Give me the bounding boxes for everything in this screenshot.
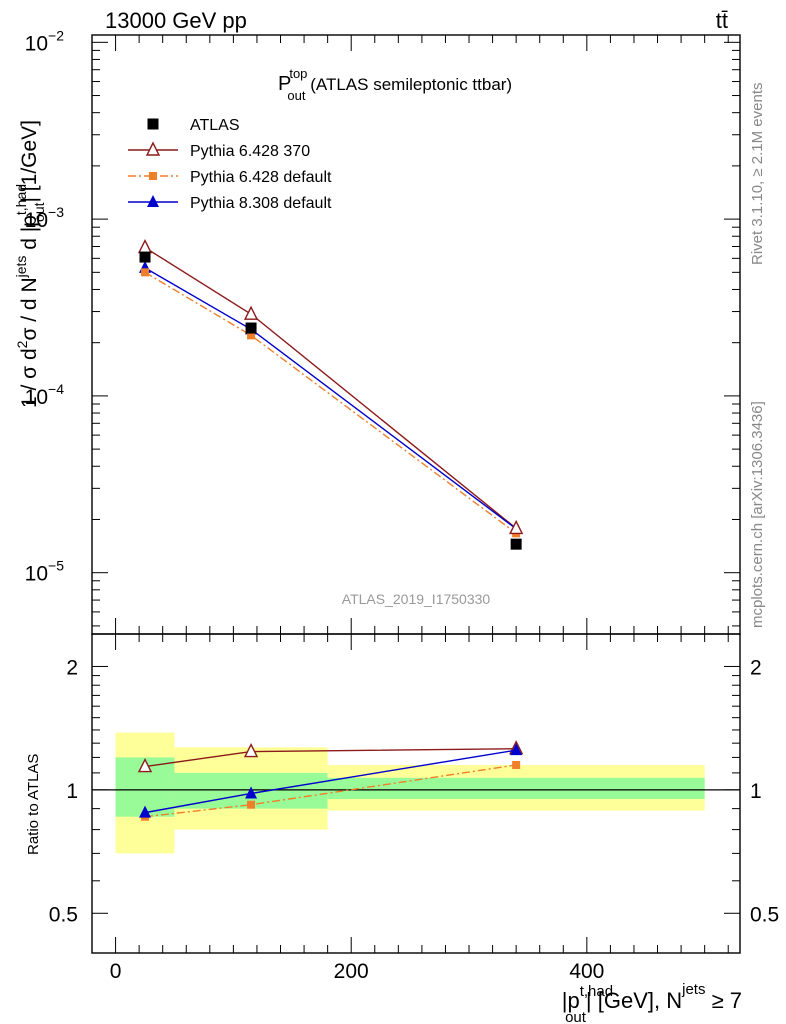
py6_default-marker: [247, 331, 256, 340]
plot-title-sub: out: [287, 88, 305, 103]
ratio-plot-frame: [91, 633, 741, 954]
ylabel-part-6: out: [31, 202, 47, 222]
ylabel-part-0: 1 / σ d: [18, 348, 41, 408]
plot-title-rest: (ATLAS semileptonic ttbar): [306, 75, 513, 94]
legend-label-py6_370: Pythia 6.428 370: [190, 143, 310, 160]
main-y-axis-label: 1 / σ d2σ / d Njets d |pt,had out| [1/GeV…: [13, 120, 47, 408]
xlabel-part-1: t,had: [580, 983, 613, 1000]
legend: ATLAS Pythia 6.428 370 Pythia 6.428 defaul…: [128, 117, 332, 212]
ylabel-part-2: σ / d N: [18, 277, 41, 340]
py8_default-marker: [139, 805, 152, 818]
legend-label-py6_default: Pythia 6.428 default: [190, 169, 332, 186]
main-y-tick-label-exp: −2: [48, 27, 64, 43]
py6_default-marker: [141, 268, 150, 277]
ylabel-part-4: d |p: [18, 215, 41, 255]
plot-title: Ptop out (ATLAS semileptonic ttbar): [278, 66, 512, 103]
main-y-tick-label-base: 10: [25, 209, 48, 232]
py6_370-marker: [243, 743, 259, 758]
main-y-tick-label-base: 10: [25, 32, 48, 55]
ratio-y-tick-label: 2: [66, 656, 78, 679]
mcplots-label: mcplots.cern.ch [arXiv:1306.3436]: [749, 401, 766, 628]
py6_default-marker: [512, 760, 521, 769]
py6_370-marker: [137, 239, 153, 254]
analysis-id-label: ATLAS_2019_I1750330: [342, 591, 491, 607]
rivet-version-label: Rivet 3.1.10, ≥ 2.1M events: [749, 83, 766, 266]
x-tick-label: 400: [569, 960, 604, 983]
ratio-y-tick-label-right: 0.5: [750, 903, 779, 926]
ratio-panel: 0.5 0.5 1 1 2 2 0 200 400: [49, 633, 779, 983]
ratio-y-tick-label-right: 1: [750, 780, 762, 803]
ylabel-part-5: t,had: [13, 184, 29, 215]
py8_default-line: [144, 267, 517, 530]
py6_default-ratio-line: [144, 764, 517, 818]
ratio-y-tick-label: 1: [66, 780, 78, 803]
energy-label: 13000 GeV pp: [105, 8, 247, 33]
main-y-tick-label-base: 10: [25, 386, 48, 409]
ylabel-part-3: jets: [13, 256, 29, 279]
py6_default-line: [144, 271, 517, 534]
plot-title-sup: top: [289, 66, 307, 81]
main-panel: 10−510−410−310−2: [25, 27, 741, 635]
ratio-y-tick-label: 0.5: [49, 903, 78, 926]
atlas-data-point: [139, 251, 151, 263]
py6_default-marker: [149, 172, 157, 180]
py8_default-marker: [510, 743, 523, 756]
py6_370-marker: [137, 757, 153, 773]
atlas-data-point: [510, 538, 522, 550]
x-tick-label: 200: [334, 960, 369, 983]
plot-title-main: P: [278, 73, 291, 95]
uncertainty-band-inner: [327, 777, 705, 799]
py8_default-marker: [245, 786, 258, 799]
py6_370-marker: [243, 305, 259, 320]
ylabel-part-7: | [1/GeV]: [18, 120, 41, 203]
main-y-tick-label: 10−3: [25, 204, 65, 232]
py6_default-marker: [247, 800, 256, 809]
legend-label-atlas: ATLAS: [190, 117, 240, 134]
atlas-data-point: [147, 118, 159, 130]
atlas-data-point: [245, 322, 257, 334]
xlabel-part-3: | [GeV], N: [586, 988, 682, 1013]
main-y-tick-label-exp: −4: [48, 381, 64, 397]
xlabel-part-4: jets: [681, 981, 705, 998]
x-axis-label: |pt,had out| [GeV], Njets ≥ 7: [562, 981, 742, 1024]
main-y-tick-label: 10−5: [25, 558, 65, 586]
ratio-y-axis-label: Ratio to ATLAS: [25, 754, 42, 855]
xlabel-part-0: |p: [562, 988, 580, 1013]
py6_370-marker: [509, 519, 524, 535]
py8_default-marker: [147, 195, 159, 207]
ratio-y-tick-label-right: 2: [750, 656, 762, 679]
py6_370-marker: [145, 141, 161, 156]
ylabel-part-1: 2: [14, 340, 30, 348]
xlabel-part-5: ≥ 7: [705, 988, 742, 1013]
legend-label-py8_default: Pythia 8.308 default: [190, 195, 332, 212]
process-label: tt̄: [716, 8, 728, 33]
x-tick-label: 0: [110, 960, 122, 983]
main-y-tick-label-exp: −5: [48, 558, 64, 574]
main-y-tick-label: 10−4: [25, 381, 65, 409]
main-y-tick-label: 10−2: [25, 27, 65, 55]
main-y-tick-label-exp: −3: [48, 204, 64, 220]
main-y-tick-label-base: 10: [25, 563, 48, 586]
xlabel-part-2: out: [565, 1009, 587, 1024]
